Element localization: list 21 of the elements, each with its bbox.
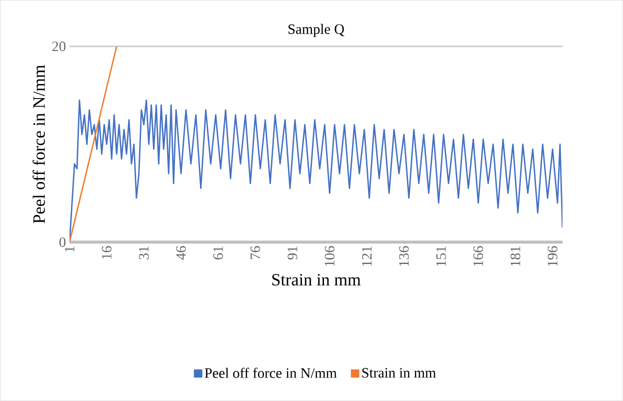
y-axis-title: Peel off force in N/mm xyxy=(32,65,45,224)
x-tick-label: 166 xyxy=(473,246,484,266)
x-tick-label: 76 xyxy=(250,246,260,260)
x-tick-label: 31 xyxy=(139,246,149,260)
x-tick-label: 1 xyxy=(64,246,74,252)
chart-title: Sample Q xyxy=(288,24,344,37)
x-tick-label: 136 xyxy=(399,246,409,266)
x-tick-label: 196 xyxy=(548,246,558,266)
y-tick-label: 0 xyxy=(59,237,66,248)
x-tick-label: 61 xyxy=(213,246,223,260)
legend-label: Peel off force in N/mm xyxy=(204,368,337,378)
x-tick-label: 151 xyxy=(436,246,446,266)
y-tick-label: 20 xyxy=(52,42,66,52)
x-axis-title: Strain in mm xyxy=(272,274,361,286)
legend-label: Strain in mm xyxy=(362,368,436,378)
x-tick-label: 16 xyxy=(102,246,112,259)
x-tick-label: 106 xyxy=(324,246,334,266)
x-tick-label: 91 xyxy=(288,246,298,260)
x-tick-label: 121 xyxy=(362,246,372,266)
x-tick-label: 181 xyxy=(510,246,520,266)
x-tick-label: 46 xyxy=(176,246,186,260)
